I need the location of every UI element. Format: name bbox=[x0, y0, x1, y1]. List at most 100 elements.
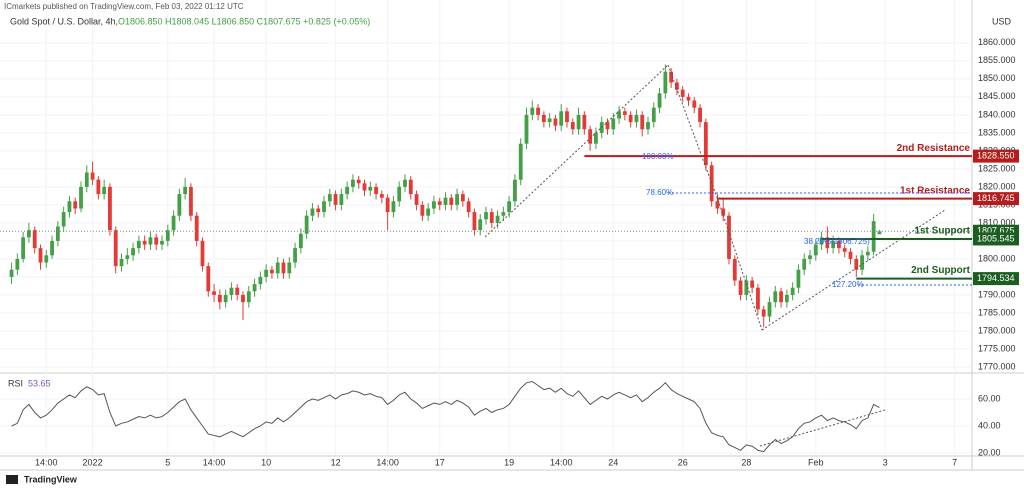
chart-title: Gold Spot / U.S. Dollar, 4h, bbox=[10, 16, 118, 26]
y-tick-label: 1810.000 bbox=[978, 217, 1016, 227]
x-tick-label: 5 bbox=[165, 457, 170, 467]
candle-body bbox=[351, 179, 355, 187]
candle-body bbox=[27, 230, 31, 238]
trendline bbox=[761, 209, 946, 331]
candle-body bbox=[67, 201, 72, 213]
x-tick-label: 12 bbox=[331, 457, 341, 467]
candle-body bbox=[507, 201, 512, 213]
trendline bbox=[484, 64, 669, 238]
candle-body bbox=[692, 100, 697, 108]
level-box bbox=[973, 149, 1019, 163]
candle-body bbox=[796, 269, 801, 288]
candle-body bbox=[750, 280, 755, 288]
candle-body bbox=[385, 197, 390, 213]
rsi-line bbox=[11, 380, 880, 453]
candle-body bbox=[356, 179, 361, 184]
candle-body bbox=[559, 111, 564, 126]
candle-body bbox=[513, 179, 517, 202]
candle-body bbox=[96, 179, 101, 195]
candle-body bbox=[281, 262, 286, 274]
y-tick-label: 1835.000 bbox=[978, 127, 1016, 137]
x-tick-label: 10 bbox=[261, 457, 271, 467]
fib-label: 38.20%(1806.725) bbox=[804, 237, 870, 246]
candle-body bbox=[541, 114, 546, 123]
candle-body bbox=[160, 240, 164, 245]
candle-body bbox=[808, 255, 812, 259]
candle-body bbox=[443, 197, 448, 205]
candle-body bbox=[113, 230, 118, 267]
candle-body bbox=[802, 258, 807, 270]
candle-body bbox=[345, 186, 350, 195]
candle-body bbox=[518, 143, 523, 180]
brand: TradingView bbox=[24, 474, 78, 484]
y-tick-label: 1790.000 bbox=[978, 289, 1016, 299]
candle-body bbox=[657, 93, 662, 108]
candle-body bbox=[472, 212, 477, 231]
candle-body bbox=[50, 240, 54, 256]
candle-body bbox=[200, 240, 205, 267]
ohlc-legend: O1806.850 H1808.045 L1806.850 C1807.675 … bbox=[118, 16, 370, 26]
candle-body bbox=[547, 118, 552, 123]
x-tick-label: 7 bbox=[952, 457, 957, 467]
rsi-value: 53.65 bbox=[28, 378, 51, 388]
candle-body bbox=[773, 291, 778, 303]
y-tick-label: 1770.000 bbox=[978, 361, 1016, 371]
y-tick-label: 1845.000 bbox=[978, 91, 1016, 101]
candle-body bbox=[310, 208, 315, 216]
candle-body bbox=[183, 186, 188, 195]
level-name: 2nd Resistance bbox=[897, 143, 971, 154]
candle-body bbox=[460, 194, 465, 202]
candle-body bbox=[403, 179, 407, 187]
candle-body bbox=[258, 276, 263, 285]
candle-body bbox=[553, 118, 558, 126]
x-tick-label: 14:00 bbox=[203, 457, 226, 467]
candle-body bbox=[536, 107, 540, 115]
candle-body bbox=[426, 208, 431, 216]
candle-body bbox=[21, 237, 26, 259]
x-tick-label: 14:00 bbox=[35, 457, 58, 467]
candle-body bbox=[715, 201, 720, 209]
y-tick-label: 1850.000 bbox=[978, 73, 1016, 83]
candle-body bbox=[154, 237, 159, 245]
candle-body bbox=[761, 309, 766, 317]
y-tick-label: 1785.000 bbox=[978, 307, 1016, 317]
candle-body bbox=[698, 107, 702, 123]
x-tick-label: 19 bbox=[504, 457, 514, 467]
candle-body bbox=[576, 114, 581, 130]
candle-body bbox=[327, 194, 332, 202]
candle-body bbox=[264, 269, 269, 277]
candle-body bbox=[44, 255, 49, 263]
candle-body bbox=[339, 194, 344, 205]
y-tick-label: 1855.000 bbox=[978, 55, 1016, 65]
candle-body bbox=[854, 258, 859, 270]
candle-body bbox=[397, 186, 402, 202]
candle-body bbox=[790, 287, 795, 295]
level-name: 1st Resistance bbox=[900, 185, 970, 196]
candle-body bbox=[32, 230, 37, 249]
candle-body bbox=[622, 111, 627, 115]
candle-body bbox=[449, 197, 454, 205]
candle-body bbox=[727, 215, 731, 259]
candle-body bbox=[732, 258, 737, 281]
level-box bbox=[973, 232, 1019, 246]
candle-body bbox=[455, 194, 459, 205]
x-tick-label: 14:00 bbox=[550, 457, 573, 467]
candle-body bbox=[877, 231, 882, 235]
candle-body bbox=[102, 186, 107, 195]
candle-body bbox=[565, 111, 569, 123]
candle-body bbox=[594, 132, 598, 144]
candle-body bbox=[391, 201, 396, 213]
y-tick-label: 20.00 bbox=[978, 447, 1001, 457]
fib-label: 78.60% bbox=[646, 188, 673, 197]
candle-body bbox=[252, 284, 257, 292]
candle-body bbox=[865, 251, 870, 256]
candle-body bbox=[842, 248, 847, 252]
candle-body bbox=[206, 266, 211, 292]
last-price-label: 1807.675 bbox=[977, 226, 1015, 236]
x-tick-label: 3 bbox=[883, 457, 888, 467]
publisher: ICmarkets published on TradingView.com, … bbox=[4, 2, 244, 11]
level-name: 1st Support bbox=[914, 226, 970, 237]
level-value: 1816.745 bbox=[977, 193, 1015, 203]
level-value: 1805.545 bbox=[977, 233, 1015, 243]
